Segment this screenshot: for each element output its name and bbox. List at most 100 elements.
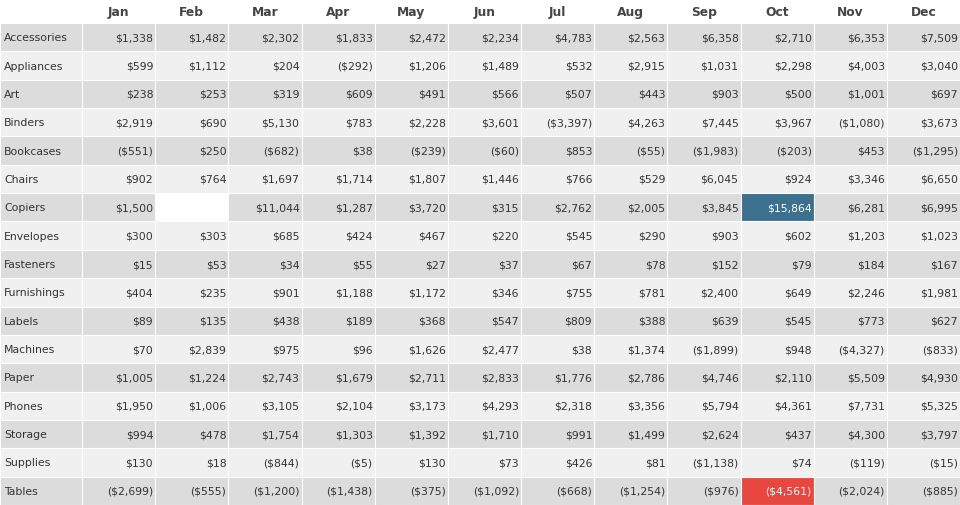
Text: $167: $167 bbox=[930, 260, 958, 270]
Bar bbox=[814, 52, 887, 80]
Text: Art: Art bbox=[4, 90, 20, 99]
Bar bbox=[667, 109, 740, 137]
Bar bbox=[740, 448, 814, 477]
Text: $1,001: $1,001 bbox=[847, 90, 885, 99]
Bar bbox=[667, 0, 740, 24]
Bar bbox=[0, 80, 82, 109]
Text: $37: $37 bbox=[498, 260, 519, 270]
Text: $901: $901 bbox=[272, 288, 300, 298]
Bar bbox=[594, 279, 667, 307]
Bar bbox=[301, 24, 374, 52]
Text: ($833): ($833) bbox=[923, 344, 958, 355]
Text: Jan: Jan bbox=[108, 6, 130, 19]
Text: $67: $67 bbox=[571, 260, 592, 270]
Text: ($1,295): ($1,295) bbox=[912, 146, 958, 156]
Text: Chairs: Chairs bbox=[4, 175, 38, 184]
Bar bbox=[667, 250, 740, 279]
Text: $1,338: $1,338 bbox=[115, 33, 154, 43]
Text: Tables: Tables bbox=[4, 486, 37, 496]
Bar bbox=[447, 166, 521, 194]
Text: $220: $220 bbox=[492, 231, 519, 241]
Text: $478: $478 bbox=[199, 429, 227, 439]
Bar bbox=[374, 392, 447, 420]
Bar bbox=[447, 448, 521, 477]
Bar bbox=[228, 137, 301, 166]
Text: $2,005: $2,005 bbox=[627, 203, 665, 213]
Text: ($55): ($55) bbox=[636, 146, 665, 156]
Text: $437: $437 bbox=[784, 429, 811, 439]
Text: $34: $34 bbox=[278, 260, 300, 270]
Bar bbox=[0, 307, 82, 335]
Text: $7,445: $7,445 bbox=[701, 118, 738, 128]
Text: Jun: Jun bbox=[473, 6, 495, 19]
Text: $1,489: $1,489 bbox=[481, 62, 519, 71]
Text: $453: $453 bbox=[857, 146, 885, 156]
Text: $1,203: $1,203 bbox=[847, 231, 885, 241]
Text: $902: $902 bbox=[126, 175, 154, 184]
Text: $1,714: $1,714 bbox=[335, 175, 372, 184]
Text: Feb: Feb bbox=[180, 6, 204, 19]
Bar bbox=[374, 52, 447, 80]
Bar bbox=[374, 364, 447, 392]
Bar bbox=[301, 194, 374, 222]
Bar bbox=[228, 109, 301, 137]
Bar bbox=[814, 392, 887, 420]
Text: $204: $204 bbox=[272, 62, 300, 71]
Bar bbox=[667, 420, 740, 448]
Text: $2,743: $2,743 bbox=[262, 373, 300, 383]
Text: ($1,138): ($1,138) bbox=[692, 458, 738, 468]
Text: ($2,024): ($2,024) bbox=[838, 486, 885, 496]
Bar bbox=[156, 364, 228, 392]
Text: $38: $38 bbox=[352, 146, 372, 156]
Text: $1,023: $1,023 bbox=[920, 231, 958, 241]
Bar bbox=[374, 0, 447, 24]
Bar bbox=[667, 194, 740, 222]
Bar bbox=[0, 279, 82, 307]
Text: $2,563: $2,563 bbox=[628, 33, 665, 43]
Bar bbox=[301, 448, 374, 477]
Bar bbox=[301, 307, 374, 335]
Bar bbox=[228, 166, 301, 194]
Text: $253: $253 bbox=[199, 90, 227, 99]
Text: Envelopes: Envelopes bbox=[4, 231, 60, 241]
Bar bbox=[521, 279, 594, 307]
Bar bbox=[301, 80, 374, 109]
Text: $3,173: $3,173 bbox=[408, 401, 445, 411]
Bar bbox=[82, 80, 156, 109]
Text: Accessories: Accessories bbox=[4, 33, 68, 43]
Bar bbox=[156, 420, 228, 448]
Text: Supplies: Supplies bbox=[4, 458, 50, 468]
Bar bbox=[887, 194, 960, 222]
Bar bbox=[887, 448, 960, 477]
Bar bbox=[521, 392, 594, 420]
Bar bbox=[814, 194, 887, 222]
Bar bbox=[82, 364, 156, 392]
Bar bbox=[667, 137, 740, 166]
Bar bbox=[740, 250, 814, 279]
Text: $7,509: $7,509 bbox=[920, 33, 958, 43]
Bar bbox=[82, 222, 156, 250]
Bar bbox=[814, 420, 887, 448]
Bar bbox=[667, 222, 740, 250]
Text: $11,044: $11,044 bbox=[254, 203, 300, 213]
Text: $649: $649 bbox=[784, 288, 811, 298]
Bar bbox=[0, 222, 82, 250]
Bar bbox=[447, 279, 521, 307]
Text: $5,509: $5,509 bbox=[847, 373, 885, 383]
Text: $773: $773 bbox=[857, 316, 885, 326]
Text: $4,003: $4,003 bbox=[847, 62, 885, 71]
Text: $6,358: $6,358 bbox=[701, 33, 738, 43]
Bar bbox=[156, 166, 228, 194]
Text: ($4,327): ($4,327) bbox=[839, 344, 885, 355]
Text: $2,302: $2,302 bbox=[261, 33, 300, 43]
Bar bbox=[740, 335, 814, 364]
Text: Aug: Aug bbox=[617, 6, 644, 19]
Bar bbox=[374, 222, 447, 250]
Bar bbox=[447, 307, 521, 335]
Text: $2,919: $2,919 bbox=[115, 118, 154, 128]
Bar bbox=[887, 477, 960, 505]
Bar bbox=[82, 335, 156, 364]
Bar bbox=[156, 307, 228, 335]
Text: $2,624: $2,624 bbox=[701, 429, 738, 439]
Bar bbox=[887, 364, 960, 392]
